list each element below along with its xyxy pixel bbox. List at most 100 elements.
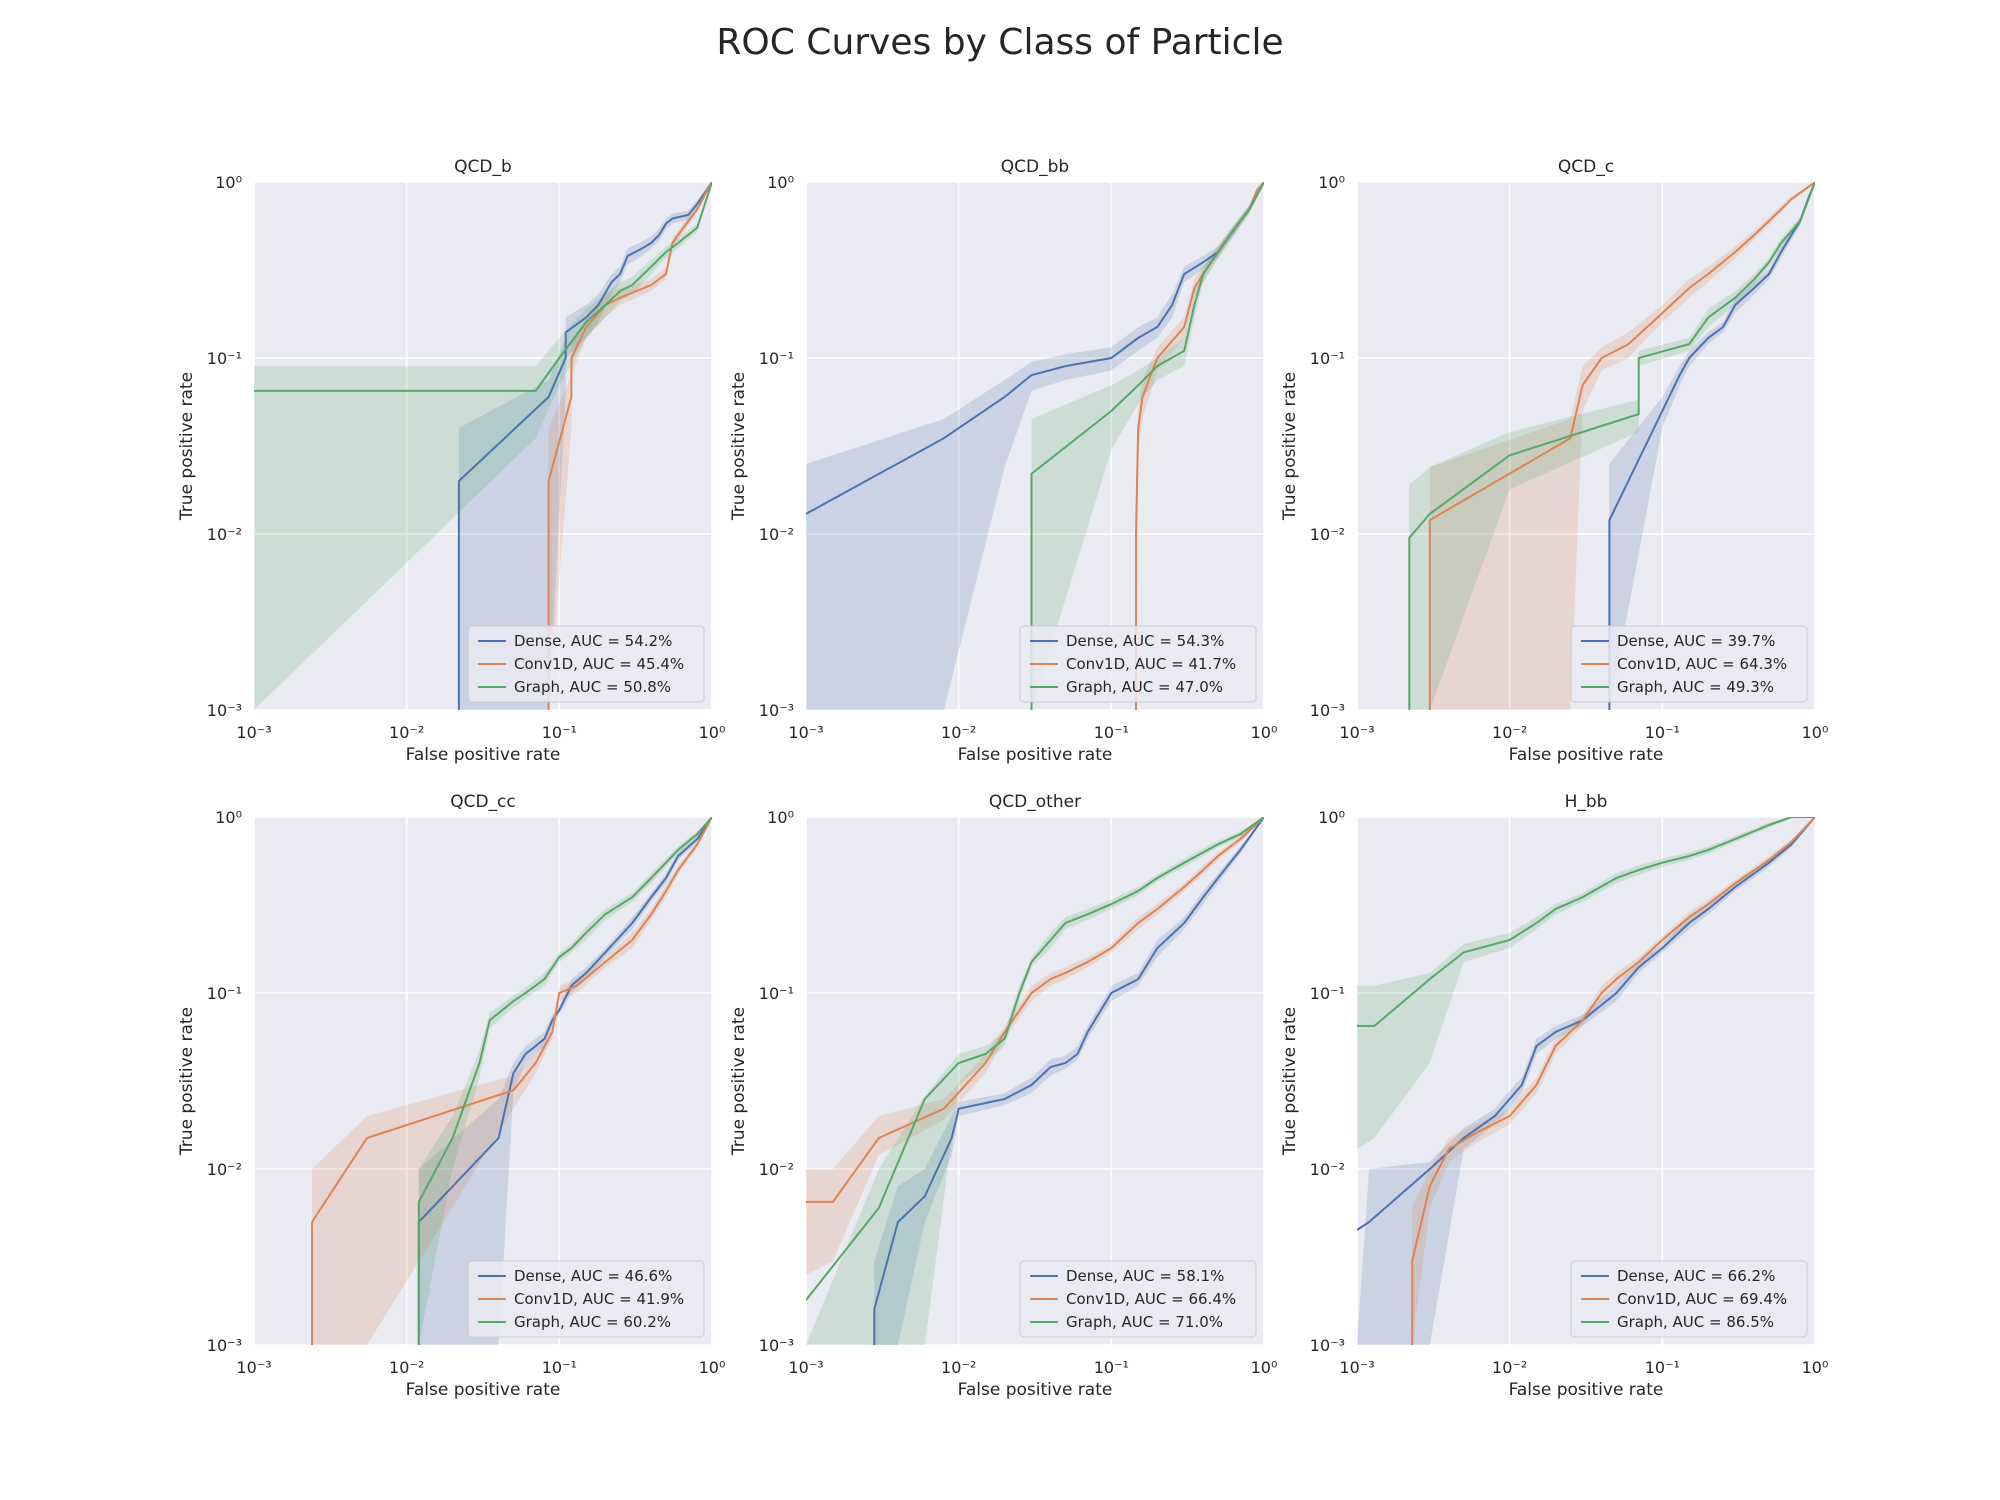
plot-area xyxy=(254,182,712,710)
subplot-title: H_bb xyxy=(1565,792,1608,812)
dense-confidence-band xyxy=(1357,817,1815,1345)
legend: Dense, AUC = 66.2% Conv1D, AUC = 69.4% Gra… xyxy=(1570,1260,1808,1338)
graph-legend-label: Graph, AUC = 47.0% xyxy=(1066,678,1223,696)
graph-confidence-band xyxy=(418,817,712,1345)
x-tick-label: 10⁻³ xyxy=(788,1358,823,1377)
conv1d-roc-line xyxy=(1428,182,1815,710)
conv1d-legend-label: Conv1D, AUC = 41.7% xyxy=(1066,655,1236,673)
subplot-title: QCD_bb xyxy=(1001,157,1069,177)
y-tick-label: 10⁻² xyxy=(207,525,242,544)
x-axis-label: False positive rate xyxy=(406,1380,561,1400)
dense-roc-line xyxy=(457,182,712,710)
conv1d-legend-label: Conv1D, AUC = 45.4% xyxy=(514,655,684,673)
legend-box xyxy=(467,625,705,703)
graph-roc-line xyxy=(806,817,1264,1301)
x-axis-label: False positive rate xyxy=(958,745,1113,765)
series-layer xyxy=(806,817,1264,1345)
y-tick-label: 10⁰ xyxy=(1318,173,1345,192)
y-axis-label: True positive rate xyxy=(177,1007,197,1156)
x-axis-label: False positive rate xyxy=(1509,745,1664,765)
y-tick-label: 10⁻³ xyxy=(1310,1336,1345,1355)
x-tick-label: 10⁰ xyxy=(1802,1358,1829,1377)
y-axis-label: True positive rate xyxy=(1280,1007,1300,1156)
conv1d-legend-label: Conv1D, AUC = 41.9% xyxy=(514,1290,684,1308)
x-tick-label: 10⁻¹ xyxy=(1645,1358,1680,1377)
x-tick-label: 10⁻³ xyxy=(236,723,271,742)
subplot-title: QCD_cc xyxy=(450,792,516,812)
y-axis-label: True positive rate xyxy=(1280,372,1300,521)
figure-title: ROC Curves by Class of Particle xyxy=(716,22,1284,63)
y-tick-label: 10⁰ xyxy=(215,173,242,192)
x-tick-label: 10⁻² xyxy=(1492,1358,1527,1377)
x-tick-label: 10⁰ xyxy=(699,723,726,742)
x-tick-label: 10⁻¹ xyxy=(1094,723,1129,742)
series-layer xyxy=(311,817,712,1345)
dense-confidence-band xyxy=(458,182,712,710)
y-tick-label: 10⁻² xyxy=(1310,525,1345,544)
subplot-title: QCD_c xyxy=(1558,157,1614,177)
x-axis-label: False positive rate xyxy=(958,1380,1113,1400)
dense-roc-line xyxy=(417,817,712,1345)
x-tick-label: 10⁻¹ xyxy=(1094,1358,1129,1377)
plot-area xyxy=(254,817,712,1345)
y-tick-label: 10⁰ xyxy=(1318,808,1345,827)
dense-confidence-band xyxy=(1609,182,1815,710)
conv1d-roc-line xyxy=(311,817,712,1345)
conv1d-legend-label: Conv1D, AUC = 64.3% xyxy=(1617,655,1787,673)
y-tick-label: 10⁻³ xyxy=(759,701,794,720)
y-tick-label: 10⁻² xyxy=(759,1160,794,1179)
x-tick-label: 10⁻³ xyxy=(1339,1358,1374,1377)
graph-confidence-band xyxy=(806,817,1264,1345)
series-layer xyxy=(254,182,712,710)
subplot-qcd-cc: 10⁻³ 10⁻² 10⁻¹ 10⁰ 10⁻³ 10⁻² 10⁻¹ 10⁰ QCD_cc Fals… xyxy=(177,792,725,1400)
legend-box xyxy=(1019,1260,1257,1338)
y-tick-label: 10⁻³ xyxy=(1310,701,1345,720)
y-tick-label: 10⁻² xyxy=(1310,1160,1345,1179)
dense-legend-label: Dense, AUC = 54.2% xyxy=(514,632,672,650)
subplot-qcd-bb: 10⁻³ 10⁻² 10⁻¹ 10⁰ 10⁻³ 10⁻² 10⁻¹ 10⁰ QCD_bb Fals… xyxy=(729,157,1277,765)
graph-roc-line xyxy=(417,817,712,1345)
legend: Dense, AUC = 58.1% Conv1D, AUC = 66.4% Gra… xyxy=(1019,1260,1257,1338)
graph-confidence-band xyxy=(1357,817,1815,1149)
x-tick-label: 10⁰ xyxy=(699,1358,726,1377)
x-tick-label: 10⁻² xyxy=(941,723,976,742)
subplot-qcd-other: 10⁻³ 10⁻² 10⁻¹ 10⁰ 10⁻³ 10⁻² 10⁻¹ 10⁰ QCD_other F… xyxy=(729,792,1277,1400)
dense-legend-label: Dense, AUC = 66.2% xyxy=(1617,1267,1775,1285)
y-tick-label: 10⁻¹ xyxy=(1310,984,1345,1003)
x-tick-label: 10⁻³ xyxy=(1339,723,1374,742)
legend-box xyxy=(1019,625,1257,703)
graph-legend-label: Graph, AUC = 60.2% xyxy=(514,1313,671,1331)
conv1d-legend-label: Conv1D, AUC = 66.4% xyxy=(1066,1290,1236,1308)
legend: Dense, AUC = 46.6% Conv1D, AUC = 41.9% Gra… xyxy=(467,1260,705,1338)
x-tick-label: 10⁻³ xyxy=(788,723,823,742)
x-axis-label: False positive rate xyxy=(1509,1380,1664,1400)
graph-confidence-band xyxy=(1031,182,1264,710)
y-tick-label: 10⁻¹ xyxy=(207,349,242,368)
y-tick-label: 10⁻¹ xyxy=(759,984,794,1003)
y-tick-label: 10⁻² xyxy=(759,525,794,544)
legend: Dense, AUC = 39.7% Conv1D, AUC = 64.3% Gra… xyxy=(1570,625,1808,703)
conv1d-legend-label: Conv1D, AUC = 69.4% xyxy=(1617,1290,1787,1308)
dense-confidence-band xyxy=(806,182,1264,710)
graph-legend-label: Graph, AUC = 71.0% xyxy=(1066,1313,1223,1331)
y-tick-label: 10⁻¹ xyxy=(207,984,242,1003)
subplot-h-bb: 10⁻³ 10⁻² 10⁻¹ 10⁰ 10⁻³ 10⁻² 10⁻¹ 10⁰ H_bb False … xyxy=(1280,792,1828,1400)
y-axis-label: True positive rate xyxy=(729,372,749,521)
graph-roc-line xyxy=(254,182,712,392)
subplot-qcd-c: 10⁻³ 10⁻² 10⁻¹ 10⁰ 10⁻³ 10⁻² 10⁻¹ 10⁰ QCD_c False… xyxy=(1280,157,1828,765)
conv1d-roc-line xyxy=(1411,817,1815,1345)
x-axis-label: False positive rate xyxy=(406,745,561,765)
conv1d-confidence-band xyxy=(1429,182,1815,710)
plot-area xyxy=(1357,182,1815,710)
dense-legend-label: Dense, AUC = 58.1% xyxy=(1066,1267,1224,1285)
series-layer xyxy=(1357,817,1815,1345)
x-tick-label: 10⁻² xyxy=(389,723,424,742)
graph-roc-line xyxy=(1357,817,1815,1027)
conv1d-roc-line xyxy=(806,817,1264,1203)
legend-box xyxy=(1570,1260,1808,1338)
graph-roc-line xyxy=(1030,182,1264,710)
plot-area xyxy=(1357,817,1815,1345)
y-axis-label: True positive rate xyxy=(177,372,197,521)
subplot-title: QCD_other xyxy=(989,792,1081,812)
